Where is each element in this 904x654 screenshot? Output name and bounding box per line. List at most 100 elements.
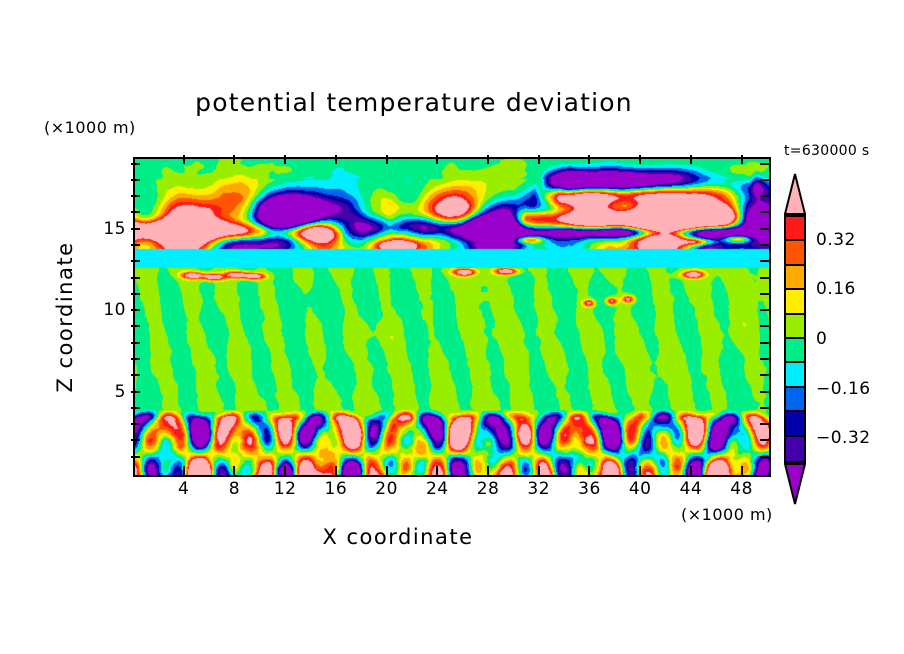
x-tick-label: 44	[679, 479, 703, 499]
colorbar-bottom-arrow	[783, 463, 807, 505]
y-tick	[131, 406, 140, 409]
y-tick-right	[760, 178, 769, 181]
y-tick	[131, 227, 140, 230]
y-tick-right	[760, 292, 769, 295]
x-tick-label: 8	[228, 479, 241, 499]
x-axis-title: X coordinate	[322, 525, 474, 549]
y-tick	[131, 439, 140, 442]
z-axis-unit-label: (×1000 m)	[44, 118, 136, 137]
time-annotation: t=630000 s	[784, 143, 870, 159]
y-tick-right	[760, 390, 769, 393]
y-tick-right	[760, 325, 769, 328]
colorbar-band	[786, 338, 804, 364]
x-tick	[385, 466, 388, 475]
x-tick	[639, 466, 642, 475]
x-tick-label: 28	[476, 479, 500, 499]
x-tick-label: 32	[527, 479, 551, 499]
colorbar-band	[786, 436, 804, 461]
colorbar-band	[786, 265, 804, 291]
colorbar-band	[786, 241, 804, 266]
y-tick-right	[760, 455, 769, 458]
y-tick	[131, 260, 140, 263]
colorbar-band	[786, 290, 804, 315]
colorbar-band	[786, 387, 804, 413]
y-tick	[131, 357, 140, 360]
x-tick	[537, 466, 540, 475]
x-tick	[233, 466, 236, 475]
x-tick-label: 24	[425, 479, 449, 499]
x-tick-top	[182, 155, 185, 164]
y-tick	[131, 243, 140, 246]
y-axis-title: Z coordinate	[53, 241, 77, 393]
x-tick-top	[436, 155, 439, 164]
x-axis-unit-label: (×1000 m)	[681, 505, 773, 524]
y-tick-right	[760, 243, 769, 246]
y-tick	[131, 423, 140, 426]
y-tick-right	[760, 309, 769, 312]
colorbar-band	[786, 217, 804, 242]
colorbar-band	[786, 412, 804, 437]
x-tick	[436, 466, 439, 475]
x-tick-top	[334, 155, 337, 164]
colorbar-label: 0	[816, 329, 828, 349]
y-tick	[131, 178, 140, 181]
y-tick-right	[760, 227, 769, 230]
colorbar-label: −0.32	[816, 428, 871, 449]
y-tick-label: 10	[103, 300, 126, 321]
y-tick-right	[760, 276, 769, 279]
y-tick-right	[760, 211, 769, 214]
x-tick	[588, 466, 591, 475]
y-tick-label: 15	[103, 218, 126, 239]
colorbar-bands	[784, 215, 806, 463]
x-tick-top	[537, 155, 540, 164]
y-tick-right	[760, 423, 769, 426]
y-tick-right	[760, 357, 769, 360]
colorbar-top-arrow	[783, 173, 807, 215]
x-tick	[740, 466, 743, 475]
y-tick-right	[760, 195, 769, 198]
y-tick-right	[760, 341, 769, 344]
y-tick	[131, 309, 140, 312]
y-tick-right	[760, 260, 769, 263]
x-tick	[487, 466, 490, 475]
y-tick-right	[760, 439, 769, 442]
x-tick-top	[689, 155, 692, 164]
colorbar-band	[786, 314, 804, 339]
y-tick	[131, 211, 140, 214]
x-tick-label: 4	[178, 479, 190, 499]
y-tick-right	[760, 374, 769, 377]
x-tick	[182, 466, 185, 475]
colorbar: 0.32 0.16 0 −0.16 −0.32	[783, 173, 870, 505]
x-tick-label: 20	[375, 479, 398, 499]
x-tick-label: 40	[628, 479, 652, 499]
contour-plot-area	[133, 157, 771, 477]
x-tick-label: 16	[324, 479, 348, 499]
y-tick	[131, 390, 140, 393]
y-tick-right	[760, 406, 769, 409]
colorbar-label: 0.16	[816, 279, 856, 300]
x-tick	[284, 466, 287, 475]
y-tick	[131, 195, 140, 198]
y-tick-label: 5	[114, 381, 126, 402]
x-tick-top	[385, 155, 388, 164]
x-tick-top	[639, 155, 642, 164]
y-tick-right	[760, 162, 769, 165]
x-tick-label: 48	[730, 479, 753, 499]
colorbar-label: −0.16	[816, 378, 871, 399]
x-tick	[334, 466, 337, 475]
x-tick	[689, 466, 692, 475]
x-tick-top	[233, 155, 236, 164]
x-tick-top	[588, 155, 591, 164]
page-title: potential temperature deviation	[195, 88, 633, 117]
y-tick	[131, 276, 140, 279]
y-tick	[131, 325, 140, 328]
contour-field-canvas	[135, 159, 769, 475]
y-tick	[131, 374, 140, 377]
y-tick	[131, 455, 140, 458]
y-tick	[131, 162, 140, 165]
y-tick	[131, 341, 140, 344]
x-tick-label: 36	[578, 479, 601, 499]
colorbar-band	[786, 363, 804, 388]
axis-ticks	[131, 155, 769, 475]
x-tick-top	[284, 155, 287, 164]
